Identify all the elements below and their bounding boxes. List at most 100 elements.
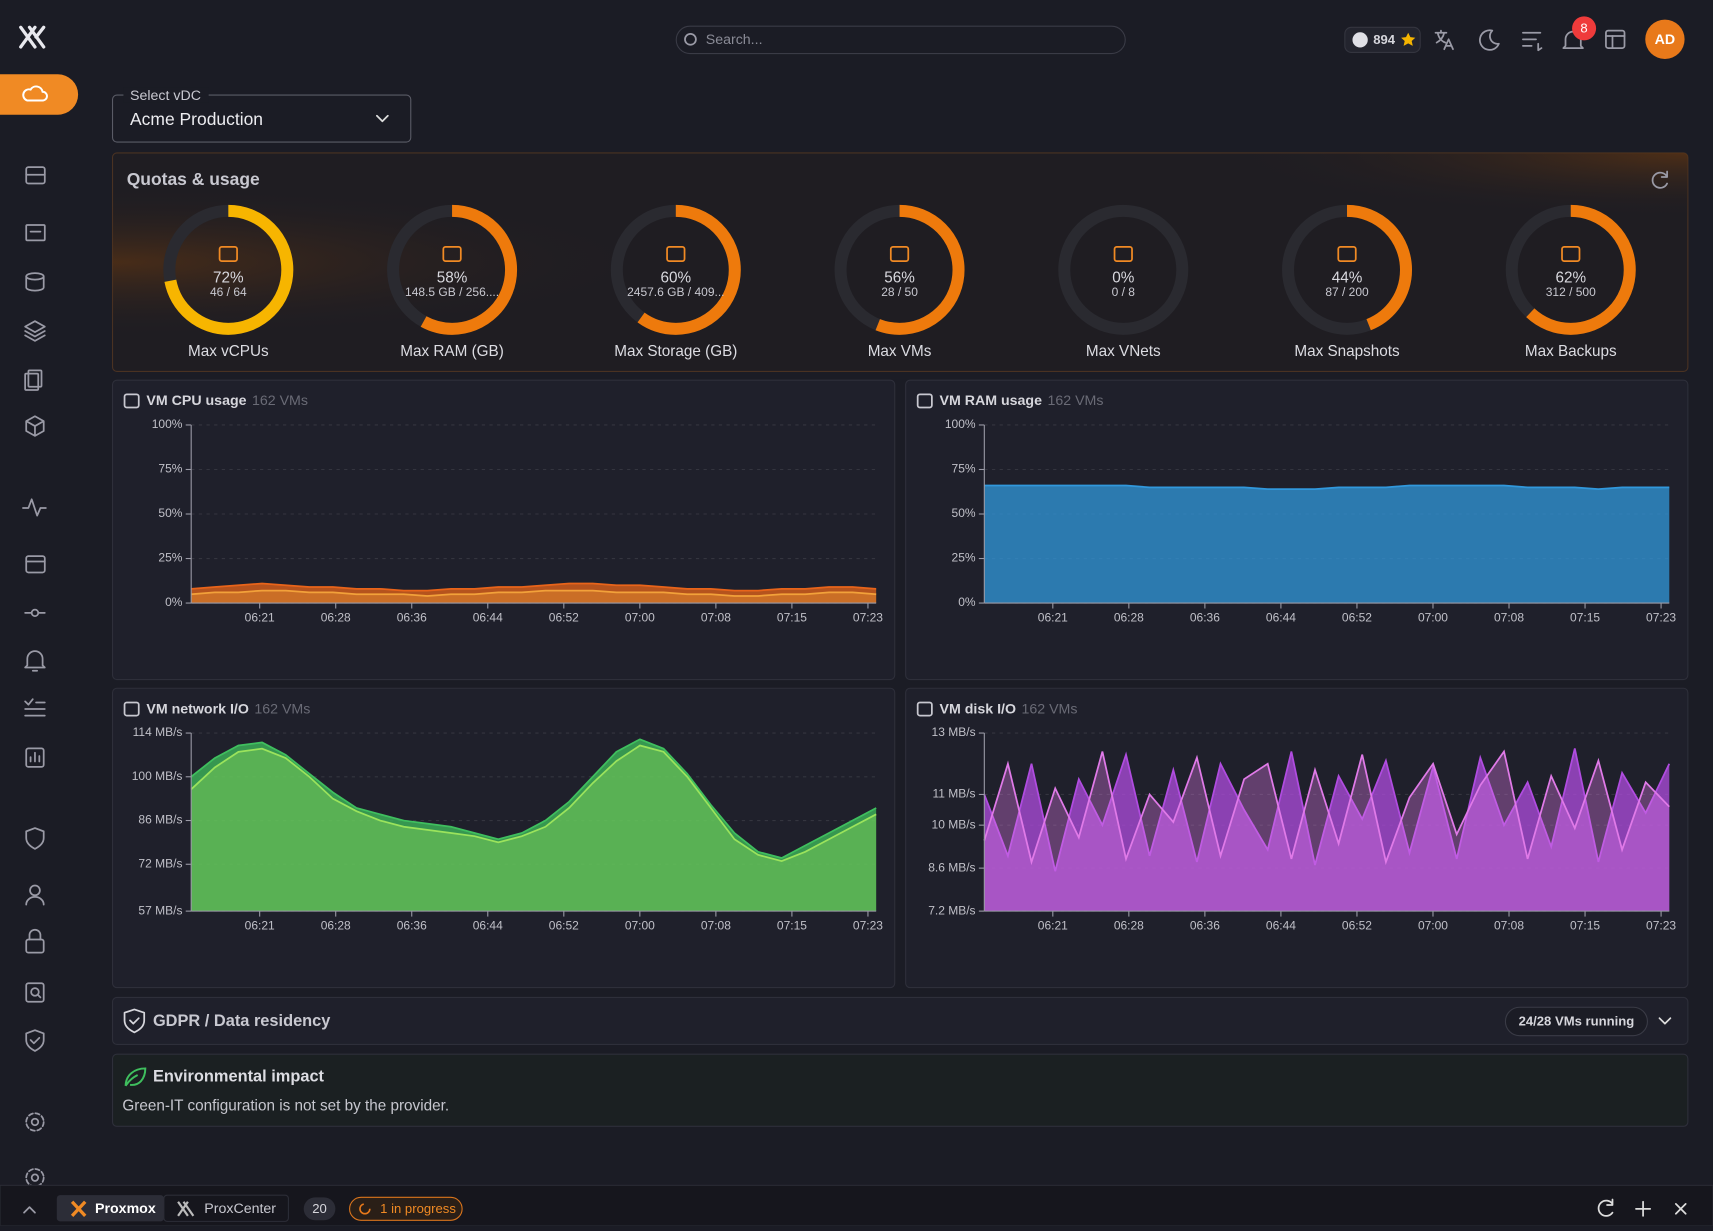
y-tick-label: 0% (958, 595, 976, 609)
footer-icons[interactable] (1597, 1198, 1687, 1217)
nav-active[interactable] (0, 74, 79, 115)
y-tick-label: 57 MB/s (138, 903, 182, 917)
gauge-percent: 60% (661, 270, 692, 287)
environment-title: Environmental impact (153, 1068, 325, 1086)
series-line (191, 589, 877, 597)
gauge-track (1058, 204, 1189, 335)
panel-glow (112, 152, 1688, 372)
gauge-detail: 87 / 200 (1325, 285, 1369, 299)
chart-title: VM network I/O (146, 701, 248, 717)
gauge-percent: 0% (1112, 270, 1134, 287)
gauge-percent: 72% (213, 270, 244, 287)
area-fill (984, 748, 1670, 912)
gauge-icon (218, 246, 238, 262)
chart-title: VM disk I/O (940, 701, 1016, 717)
task-count: 20 (312, 1201, 327, 1216)
y-tick-label: 0% (165, 595, 183, 609)
label-bg (123, 87, 209, 103)
x-tick-label: 06:28 (321, 611, 351, 625)
x-tick-label: 06:44 (1266, 611, 1296, 625)
search-placeholder: Search... (706, 32, 763, 48)
notification-badge (1572, 16, 1597, 41)
proxcenter-logo (177, 1201, 195, 1217)
expand-chevron[interactable] (1658, 1017, 1672, 1025)
refresh-icon[interactable] (1651, 170, 1668, 189)
x-tick-label: 06:44 (1266, 919, 1296, 933)
x-tick-label: 06:52 (1342, 611, 1372, 625)
x-tick-label: 07:23 (853, 611, 883, 625)
gauge-name: Max VNets (1086, 343, 1161, 360)
spinner (359, 1203, 371, 1215)
gauge-percent: 62% (1555, 270, 1586, 287)
series-line (190, 744, 877, 863)
gauge-icon (442, 246, 462, 262)
x-tick-label: 07:00 (625, 919, 655, 933)
proxmox-logo (70, 1200, 87, 1218)
y-tick-label: 13 MB/s (932, 725, 976, 739)
gauge-percent: 44% (1332, 270, 1363, 287)
area-fill (191, 590, 877, 604)
chart-subtitle: 162 VMs (254, 701, 310, 717)
x-tick-label: 07:00 (625, 611, 655, 625)
star-icon (1401, 32, 1416, 46)
gauge-name: Max VMs (868, 343, 932, 360)
gauge-percent: 56% (884, 270, 915, 287)
gauge-detail: 312 / 500 (1546, 285, 1596, 299)
x-tick-label: 06:36 (1190, 611, 1220, 625)
logo[interactable] (19, 25, 46, 49)
gauges: 72%46 / 64 Max vCPUs 58%148.5 GB / 256....… (163, 204, 1636, 360)
tab-label: Proxmox (95, 1201, 156, 1217)
gauge-detail: 0 / 8 (1112, 285, 1136, 299)
series-line (191, 582, 877, 592)
shield-icon (123, 1008, 146, 1034)
status-pill[interactable] (349, 1196, 463, 1221)
x-tick-label: 06:28 (1114, 919, 1144, 933)
quotas-title: Quotas & usage (127, 169, 260, 189)
x-tick-label: 06:44 (473, 919, 503, 933)
y-tick-label: 114 MB/s (133, 725, 183, 739)
x-tick-label: 07:23 (853, 919, 883, 933)
y-tick-label: 75% (952, 462, 976, 476)
gauge-icon (666, 246, 686, 262)
nav-icons[interactable] (22, 166, 47, 1188)
gauge-icon (889, 246, 910, 262)
gauge-name: Max Backups (1525, 343, 1617, 360)
footer-collapse[interactable] (23, 1206, 36, 1214)
y-tick-label: 72 MB/s (138, 856, 182, 870)
tab-label: ProxCenter (204, 1201, 276, 1217)
gauge-arc (1505, 204, 1636, 335)
y-tick-label: 25% (158, 551, 182, 565)
leaf-icon (124, 1067, 147, 1087)
status-text: 1 in progress (380, 1201, 456, 1216)
y-tick-label: 50% (952, 506, 976, 520)
gauge-percent: 58% (437, 270, 468, 287)
x-tick-label: 06:28 (321, 919, 351, 933)
avatar-initials: AD (1655, 32, 1676, 48)
gauge-arc (610, 204, 741, 335)
x-tick-label: 06:28 (1114, 611, 1144, 625)
vdc-select[interactable] (111, 94, 412, 143)
gdpr-panel[interactable] (111, 996, 1689, 1045)
y-tick-label: 11 MB/s (932, 787, 975, 801)
x-tick-label: 06:52 (549, 919, 579, 933)
gauge-name: Max vCPUs (188, 343, 269, 360)
tab-proxcenter[interactable] (163, 1194, 289, 1222)
chart-icon (916, 701, 933, 717)
y-tick-label: 50% (158, 506, 182, 520)
search-box[interactable] (675, 25, 1126, 55)
avatar[interactable] (1645, 19, 1685, 59)
y-tick-label: 75% (158, 462, 182, 476)
gauge-arc (1282, 204, 1413, 335)
gauge-name: Max Snapshots (1294, 343, 1400, 360)
notification-count: 8 (1580, 20, 1587, 35)
area-fill (191, 739, 877, 912)
chart-subtitle: 162 VMs (1021, 701, 1077, 717)
x-tick-label: 07:08 (701, 919, 731, 933)
x-tick-label: 07:15 (777, 919, 807, 933)
vms-badge (1504, 1006, 1648, 1037)
chevron (376, 114, 389, 123)
gauge-name: Max RAM (GB) (400, 343, 504, 360)
gdpr-title: GDPR / Data residency (153, 1012, 331, 1030)
charts: VM CPU usage 162 VMs 0% 25% 50% 75% 100% 06:21 0… (111, 379, 1689, 989)
